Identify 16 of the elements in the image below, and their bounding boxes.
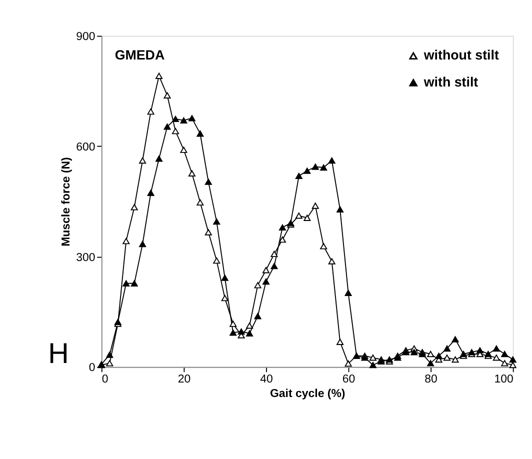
x-tick-label: 20 [178,374,191,386]
annotation: GMEDA [114,48,165,63]
y-axis-title: Muscle force (N) [60,157,72,246]
x-axis-title: Gait cycle (%) [270,388,346,400]
y-tick-label: 600 [76,141,96,154]
x-tick-label: 100 [494,374,514,386]
legend-label: without stilt [422,48,500,63]
y-tick-label: 300 [76,252,96,264]
x-tick-label: 40 [260,374,273,386]
x-tick-label: 60 [342,374,356,386]
legend-label: with stilt [422,74,479,90]
y-tick-label: 0 [88,362,96,374]
y-tick-label: 900 [76,31,96,44]
text: H [48,338,69,370]
x-tick-label: 0 [102,374,108,386]
x-tick-label: 80 [424,374,438,386]
